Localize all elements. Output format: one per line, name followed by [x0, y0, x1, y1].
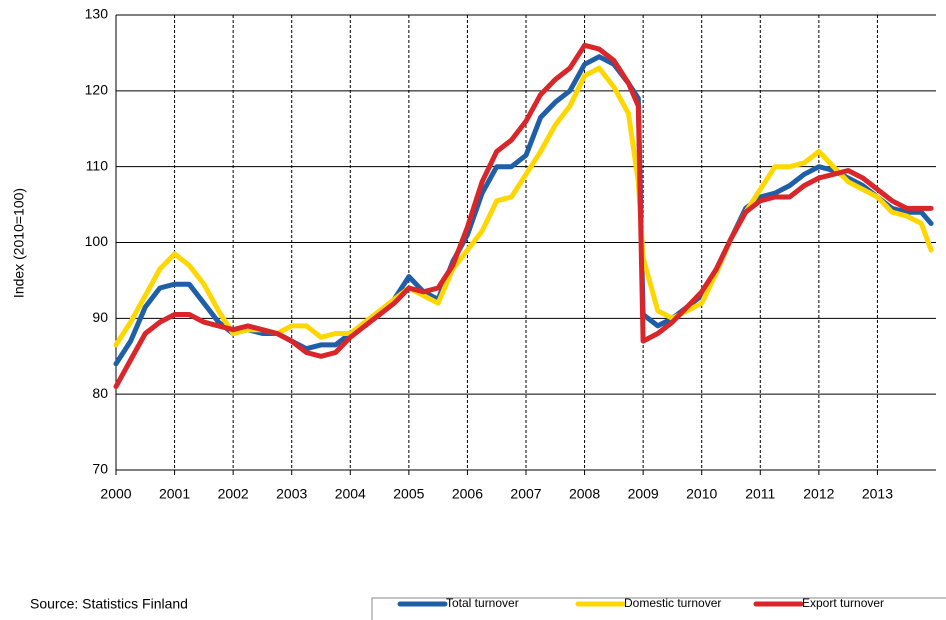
x-tick-label: 2003	[276, 486, 307, 502]
x-tick-label: 2007	[510, 486, 541, 502]
legend-label: Total turnover	[446, 596, 519, 610]
x-tick-label: 2009	[628, 486, 659, 502]
legend-label: Export turnover	[802, 596, 884, 610]
x-tick-label: 2001	[159, 486, 190, 502]
source: Source: Statistics Finland	[30, 596, 188, 612]
y-tick-label: 110	[86, 157, 109, 173]
x-tick-label: 2005	[393, 486, 424, 502]
y-tick-label: 70	[92, 461, 108, 477]
x-tick-label: 2012	[803, 486, 834, 502]
y-tick-label: 130	[85, 6, 109, 22]
x-tick-label: 2010	[686, 486, 717, 502]
y-axis-label: Index (2010=100)	[11, 188, 27, 298]
x-tick-label: 2013	[862, 486, 893, 502]
x-tick-label: 2011	[745, 486, 775, 502]
y-tick-label: 100	[85, 233, 109, 249]
series-line	[113, 65, 934, 348]
y-tick-label: 120	[85, 82, 109, 98]
x-tick-label: 2006	[452, 486, 483, 502]
x-tick-label: 2002	[218, 486, 249, 502]
series-line	[113, 54, 934, 367]
x-tick-label: 2000	[100, 486, 131, 502]
legend-label: Domestic turnover	[624, 596, 721, 610]
x-tick-label: 2004	[335, 486, 366, 502]
y-tick-label: 80	[92, 385, 108, 401]
y-tick-label: 90	[92, 309, 108, 325]
x-tick-label: 2008	[569, 486, 600, 502]
series-line	[113, 42, 934, 390]
